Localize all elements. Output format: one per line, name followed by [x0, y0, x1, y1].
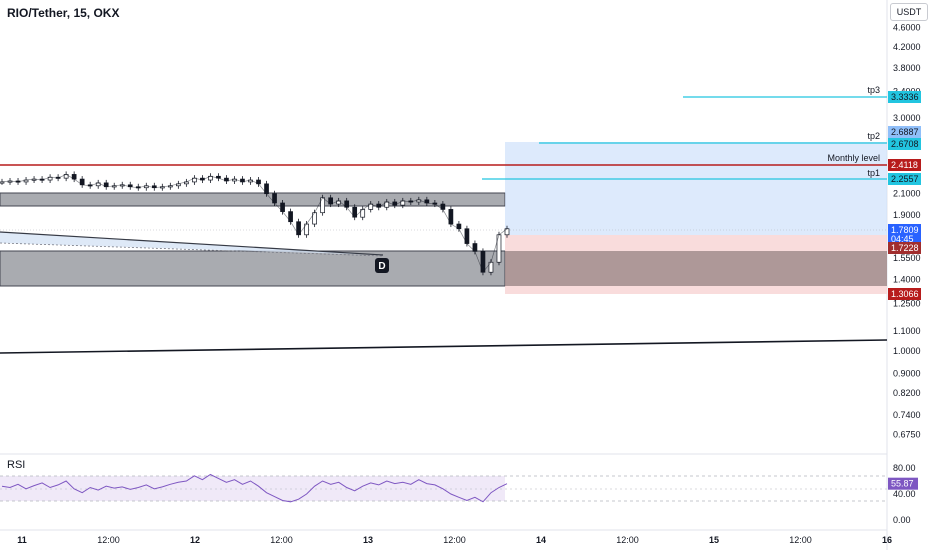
rsi-label[interactable]: RSI — [7, 459, 26, 471]
drawing-marker-text: D — [378, 261, 385, 272]
long-term-trendline[interactable] — [0, 339, 888, 354]
price-tick-label: 0.6750 — [893, 429, 921, 439]
time-tick-label: 11 — [17, 535, 27, 545]
price-tag — [888, 242, 921, 254]
rsi-band-fill — [0, 476, 505, 501]
time-tick-label: 12:00 — [789, 535, 812, 545]
rsi-tick-label: 80.00 — [893, 463, 916, 473]
position-stop-zone-overlap[interactable] — [505, 251, 887, 286]
monthly-level-label: Monthly level — [827, 153, 880, 163]
price-axis[interactable]: 4.60004.20003.80003.40003.00002.10001.90… — [893, 22, 921, 439]
price-tags: 3.3336 2.6887 2.6708 2.4118 2.2557 1.780904:4… — [888, 91, 921, 300]
price-tick-label: 1.2500 — [893, 299, 921, 309]
price-tag-text: 2.6708 — [891, 139, 919, 149]
tp2-label: tp2 — [867, 131, 880, 141]
price-tick-label: 3.0000 — [893, 113, 921, 123]
tp1-label: tp1 — [867, 168, 880, 178]
price-line — [1, 174, 508, 273]
time-tick-label: 14 — [536, 535, 546, 545]
time-tick-label: 12 — [190, 535, 200, 545]
candle-body — [504, 228, 510, 236]
descending-trendline[interactable] — [0, 231, 384, 256]
price-tag — [888, 173, 921, 185]
rsi-tick-label: 0.00 — [893, 515, 911, 525]
time-tick-label: 12:00 — [97, 535, 120, 545]
price-tag — [888, 159, 921, 171]
price-tick-label: 2.1000 — [893, 189, 921, 199]
price-tag-text: 2.6887 — [891, 127, 919, 137]
time-tick-label: 13 — [363, 535, 373, 545]
tp3-label: tp3 — [867, 85, 880, 95]
price-tag-text: 2.2557 — [891, 174, 919, 184]
symbol-title[interactable]: RIO/Tether, 15, OKX — [7, 6, 120, 20]
candle-series — [0, 171, 510, 276]
price-tick-label: 4.2000 — [893, 42, 921, 52]
price-tag — [888, 126, 921, 138]
price-tick-label: 3.8000 — [893, 63, 921, 73]
price-tag-text: 1.3066 — [891, 289, 919, 299]
price-tick-label: 0.9000 — [893, 368, 921, 378]
time-tick-label: 16 — [882, 535, 892, 545]
price-tick-label: 1.4000 — [893, 275, 921, 285]
price-tag-text: 2.4118 — [891, 160, 918, 170]
price-tick-label: 1.1000 — [893, 326, 921, 336]
time-tick-label: 12:00 — [270, 535, 293, 545]
price-tick-label: 1.9000 — [893, 210, 921, 220]
support-zone[interactable] — [0, 250, 506, 287]
price-tag-text: 1.7809 — [891, 225, 919, 235]
price-tick-label: 0.8200 — [893, 388, 921, 398]
price-tick-label: 1.5500 — [893, 253, 921, 263]
rsi-value-text: 55.87 — [891, 479, 914, 489]
price-tag-text: 1.7228 — [891, 243, 919, 253]
candle-body — [0, 181, 5, 184]
time-tick-label: 12:00 — [443, 535, 466, 545]
time-axis[interactable]: 11 12:00 12 12:00 13 12:00 14 12:00 15 12:00 16 — [17, 535, 892, 545]
rsi-value-tag — [888, 477, 918, 490]
price-tag — [888, 288, 921, 300]
drawing-marker-badge[interactable] — [375, 258, 389, 273]
price-tick-label: 4.6000 — [893, 22, 921, 32]
position-stop-zone-upper[interactable] — [505, 235, 887, 251]
price-tag-text: 04:45 — [891, 234, 914, 244]
position-stop-zone-lower[interactable] — [505, 286, 887, 294]
time-tick-label: 15 — [709, 535, 719, 545]
rsi-axis: 80.00 40.00 0.00 55.87 — [888, 463, 918, 525]
price-tick-label: 0.7400 — [893, 410, 921, 420]
price-tag-text: 3.3336 — [891, 92, 919, 102]
rsi-line[interactable] — [1, 473, 508, 503]
currency-button[interactable]: USDT — [890, 3, 928, 21]
time-tick-label: 12:00 — [616, 535, 639, 545]
price-tag — [888, 91, 921, 103]
price-tag — [888, 138, 921, 150]
rsi-tick-label: 40.00 — [893, 489, 916, 499]
position-target-zone[interactable] — [505, 142, 887, 235]
price-tick-label: 1.0000 — [893, 346, 921, 356]
resistance-zone[interactable] — [0, 192, 506, 207]
